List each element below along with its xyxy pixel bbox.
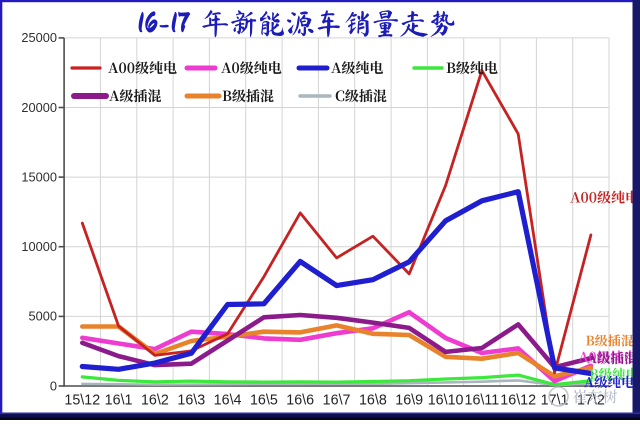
svg-text:15\12: 15\12 bbox=[64, 393, 100, 409]
svg-text:16\5: 16\5 bbox=[250, 393, 278, 409]
svg-text:16\11: 16\11 bbox=[465, 393, 500, 409]
svg-text:16\4: 16\4 bbox=[214, 393, 242, 409]
svg-text:16\3: 16\3 bbox=[177, 393, 205, 409]
svg-text:16\6: 16\6 bbox=[286, 393, 314, 409]
svg-text:0: 0 bbox=[50, 378, 57, 393]
svg-text:20000: 20000 bbox=[21, 100, 57, 115]
svg-text:16\8: 16\8 bbox=[359, 393, 387, 409]
svg-text:16\10: 16\10 bbox=[428, 393, 464, 409]
svg-text:5000: 5000 bbox=[29, 309, 57, 324]
svg-text:16\2: 16\2 bbox=[141, 393, 169, 409]
svg-text:16\9: 16\9 bbox=[395, 393, 423, 409]
svg-text:16\12: 16\12 bbox=[500, 393, 536, 409]
svg-text:25000: 25000 bbox=[21, 30, 57, 45]
svg-text:17\1: 17\1 bbox=[541, 393, 569, 409]
svg-text:16\7: 16\7 bbox=[323, 393, 351, 409]
svg-text:15000: 15000 bbox=[21, 169, 57, 184]
svg-text:10000: 10000 bbox=[21, 239, 57, 254]
svg-text:16\1: 16\1 bbox=[105, 393, 133, 409]
